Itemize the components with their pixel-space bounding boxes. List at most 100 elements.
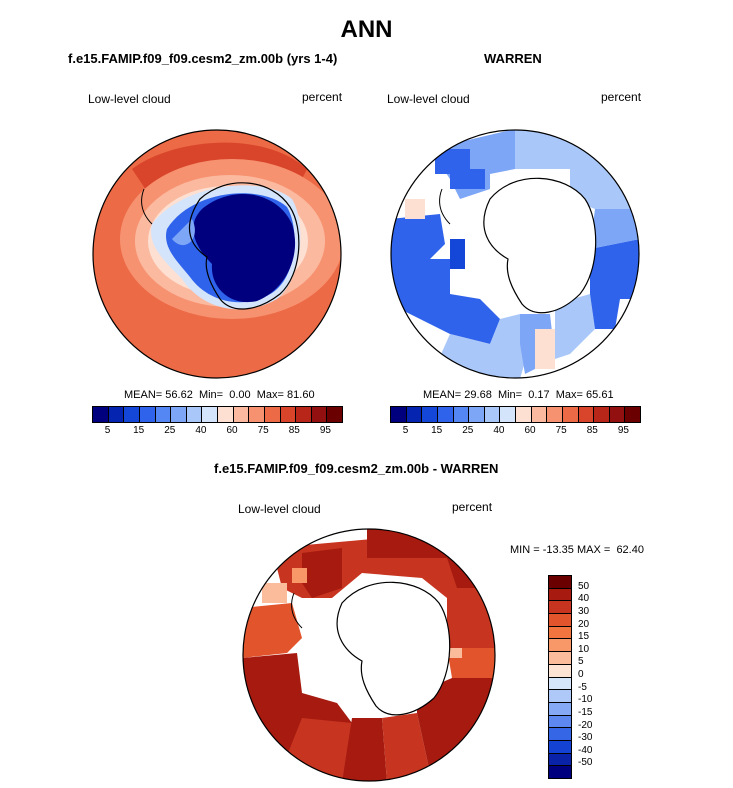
obs-colorbar-swatch — [516, 407, 532, 422]
model-colorbar-tick-label: 40 — [195, 425, 207, 436]
diff-colorbar-tick-label: 20 — [578, 618, 590, 630]
model-panel-title: f.e15.FAMIP.f09_f09.cesm2_zm.00b (yrs 1-… — [68, 51, 338, 66]
diff-colorbar-swatch — [549, 601, 571, 615]
model-colorbar-swatch — [233, 407, 250, 422]
diff-max-value: 62.40 — [616, 544, 644, 556]
obs-colorbar-tick-label: 95 — [617, 425, 629, 436]
model-stats-line: MEAN= 56.62 Min= 0.00 Max= 81.60 — [124, 389, 315, 401]
obs-colorbar-tick-label: 25 — [462, 425, 474, 436]
obs-colorbar-swatch — [531, 407, 548, 422]
diff-colorbar-tick-label: 0 — [578, 669, 584, 680]
model-colorbar-tick-label: 95 — [319, 425, 331, 436]
obs-colorbar-swatch — [484, 407, 501, 422]
obs-colorbar-tick-label: 85 — [586, 425, 598, 436]
model-colorbar-tick-label: 75 — [257, 425, 269, 436]
model-colorbar-swatch — [296, 407, 312, 422]
obs-colorbar-tick-label: 75 — [555, 425, 567, 436]
model-colorbar — [92, 406, 343, 423]
model-colorbar-ticks: 5 15 25 40 60 75 85 95 — [92, 425, 341, 437]
diff-panel-title: f.e15.FAMIP.f09_f09.cesm2_zm.00b - WARRE… — [214, 461, 499, 476]
model-colorbar-swatch — [280, 407, 297, 422]
model-colorbar-swatch — [327, 407, 342, 422]
model-min-label: Min= — [198, 389, 224, 401]
model-colorbar-tick-label: 60 — [226, 425, 238, 436]
obs-max-label: Max= — [555, 389, 583, 401]
diff-colorbar-swatch — [549, 753, 571, 767]
model-colorbar-swatch — [139, 407, 156, 422]
obs-colorbar-tick-label: 15 — [431, 425, 443, 436]
obs-colorbar-tick-label: 60 — [524, 425, 536, 436]
model-colorbar-tick-label: 25 — [164, 425, 176, 436]
model-max-label: Max= — [256, 389, 284, 401]
model-polar-map — [92, 129, 342, 379]
diff-colorbar-swatch — [549, 740, 571, 754]
diff-colorbar-swatch — [549, 664, 571, 678]
diff-colorbar-tick-label: 10 — [578, 643, 590, 655]
model-colorbar-swatch — [311, 407, 328, 422]
obs-colorbar-swatch — [547, 407, 563, 422]
diff-colorbar-tick-label: -15 — [578, 706, 593, 718]
diff-colorbar-tick-label: -40 — [578, 744, 593, 756]
obs-colorbar-swatch — [594, 407, 610, 422]
obs-variable-label: Low-level cloud — [387, 92, 470, 106]
main-title: ANN — [340, 16, 393, 43]
diff-colorbar-swatch — [549, 728, 571, 741]
model-colorbar-swatch — [218, 407, 234, 422]
diff-colorbar-tick-label: -10 — [578, 694, 593, 706]
obs-colorbar-swatch — [406, 407, 423, 422]
model-min-value: 0.00 — [229, 389, 251, 401]
model-colorbar-swatch — [155, 407, 172, 422]
model-colorbar-tick-label: 15 — [133, 425, 145, 436]
obs-colorbar-swatch — [437, 407, 454, 422]
diff-stats-line: MIN = -13.35 MAX = 62.40 — [510, 544, 644, 556]
obs-colorbar-ticks: 5 15 25 40 60 75 85 95 — [390, 425, 639, 437]
obs-min-value: 0.17 — [528, 389, 550, 401]
obs-colorbar-swatch — [609, 407, 626, 422]
obs-panel-title: WARREN — [484, 51, 542, 66]
model-colorbar-swatch — [202, 407, 218, 422]
model-units-label: percent — [302, 90, 343, 104]
obs-stats-line: MEAN= 29.68 Min= 0.17 Max= 65.61 — [423, 389, 614, 401]
obs-colorbar-swatch — [469, 407, 485, 422]
obs-colorbar-swatch — [625, 407, 640, 422]
diff-min-value: -13.35 — [542, 544, 574, 556]
obs-colorbar-tick-label: 5 — [402, 425, 409, 436]
model-max-value: 81.60 — [287, 389, 315, 401]
diff-colorbar-tick-label: 30 — [578, 605, 590, 617]
diff-colorbar-tick-label: -20 — [578, 719, 593, 731]
obs-colorbar — [390, 406, 641, 423]
obs-colorbar-swatch — [391, 407, 407, 422]
diff-colorbar-tick-label: -50 — [578, 757, 593, 769]
model-colorbar-tick-label: 5 — [104, 425, 111, 436]
model-colorbar-swatch — [93, 407, 109, 422]
obs-polar-map — [390, 129, 640, 379]
model-colorbar-tick-label: 85 — [288, 425, 300, 436]
diff-units-label: percent — [452, 500, 493, 514]
model-mean-label: MEAN= — [124, 389, 163, 401]
diff-colorbar-tick-label: -5 — [578, 681, 587, 693]
model-colorbar-swatch — [124, 407, 140, 422]
diff-colorbar-swatch — [549, 576, 571, 589]
model-colorbar-swatch — [186, 407, 203, 422]
diff-colorbar-tick-label: 15 — [578, 631, 590, 643]
diff-max-label: MAX = — [576, 544, 611, 556]
diff-colorbar-swatch — [549, 715, 571, 729]
obs-colorbar-swatch — [422, 407, 438, 422]
diff-colorbar-tick-label: 40 — [578, 593, 590, 605]
obs-colorbar-swatch — [453, 407, 470, 422]
obs-mean-label: MEAN= — [423, 389, 462, 401]
model-colorbar-swatch — [264, 407, 281, 422]
model-variable-label: Low-level cloud — [88, 92, 171, 106]
model-colorbar-swatch — [171, 407, 187, 422]
model-colorbar-swatch — [108, 407, 125, 422]
diff-colorbar-ticks: 50 40 30 20 15 10 5 0 -5 -10 -15 -20 -30 -40 -50 — [578, 575, 608, 777]
diff-colorbar-swatch — [549, 639, 571, 653]
diff-colorbar-tick-label: -30 — [578, 732, 593, 744]
diff-colorbar-swatch — [549, 652, 571, 665]
model-colorbar-swatch — [249, 407, 265, 422]
diff-colorbar-swatch — [549, 614, 571, 627]
model-mean-value: 56.62 — [165, 389, 193, 401]
diff-polar-map — [242, 528, 496, 782]
obs-colorbar-swatch — [578, 407, 595, 422]
diff-colorbar — [548, 575, 572, 779]
